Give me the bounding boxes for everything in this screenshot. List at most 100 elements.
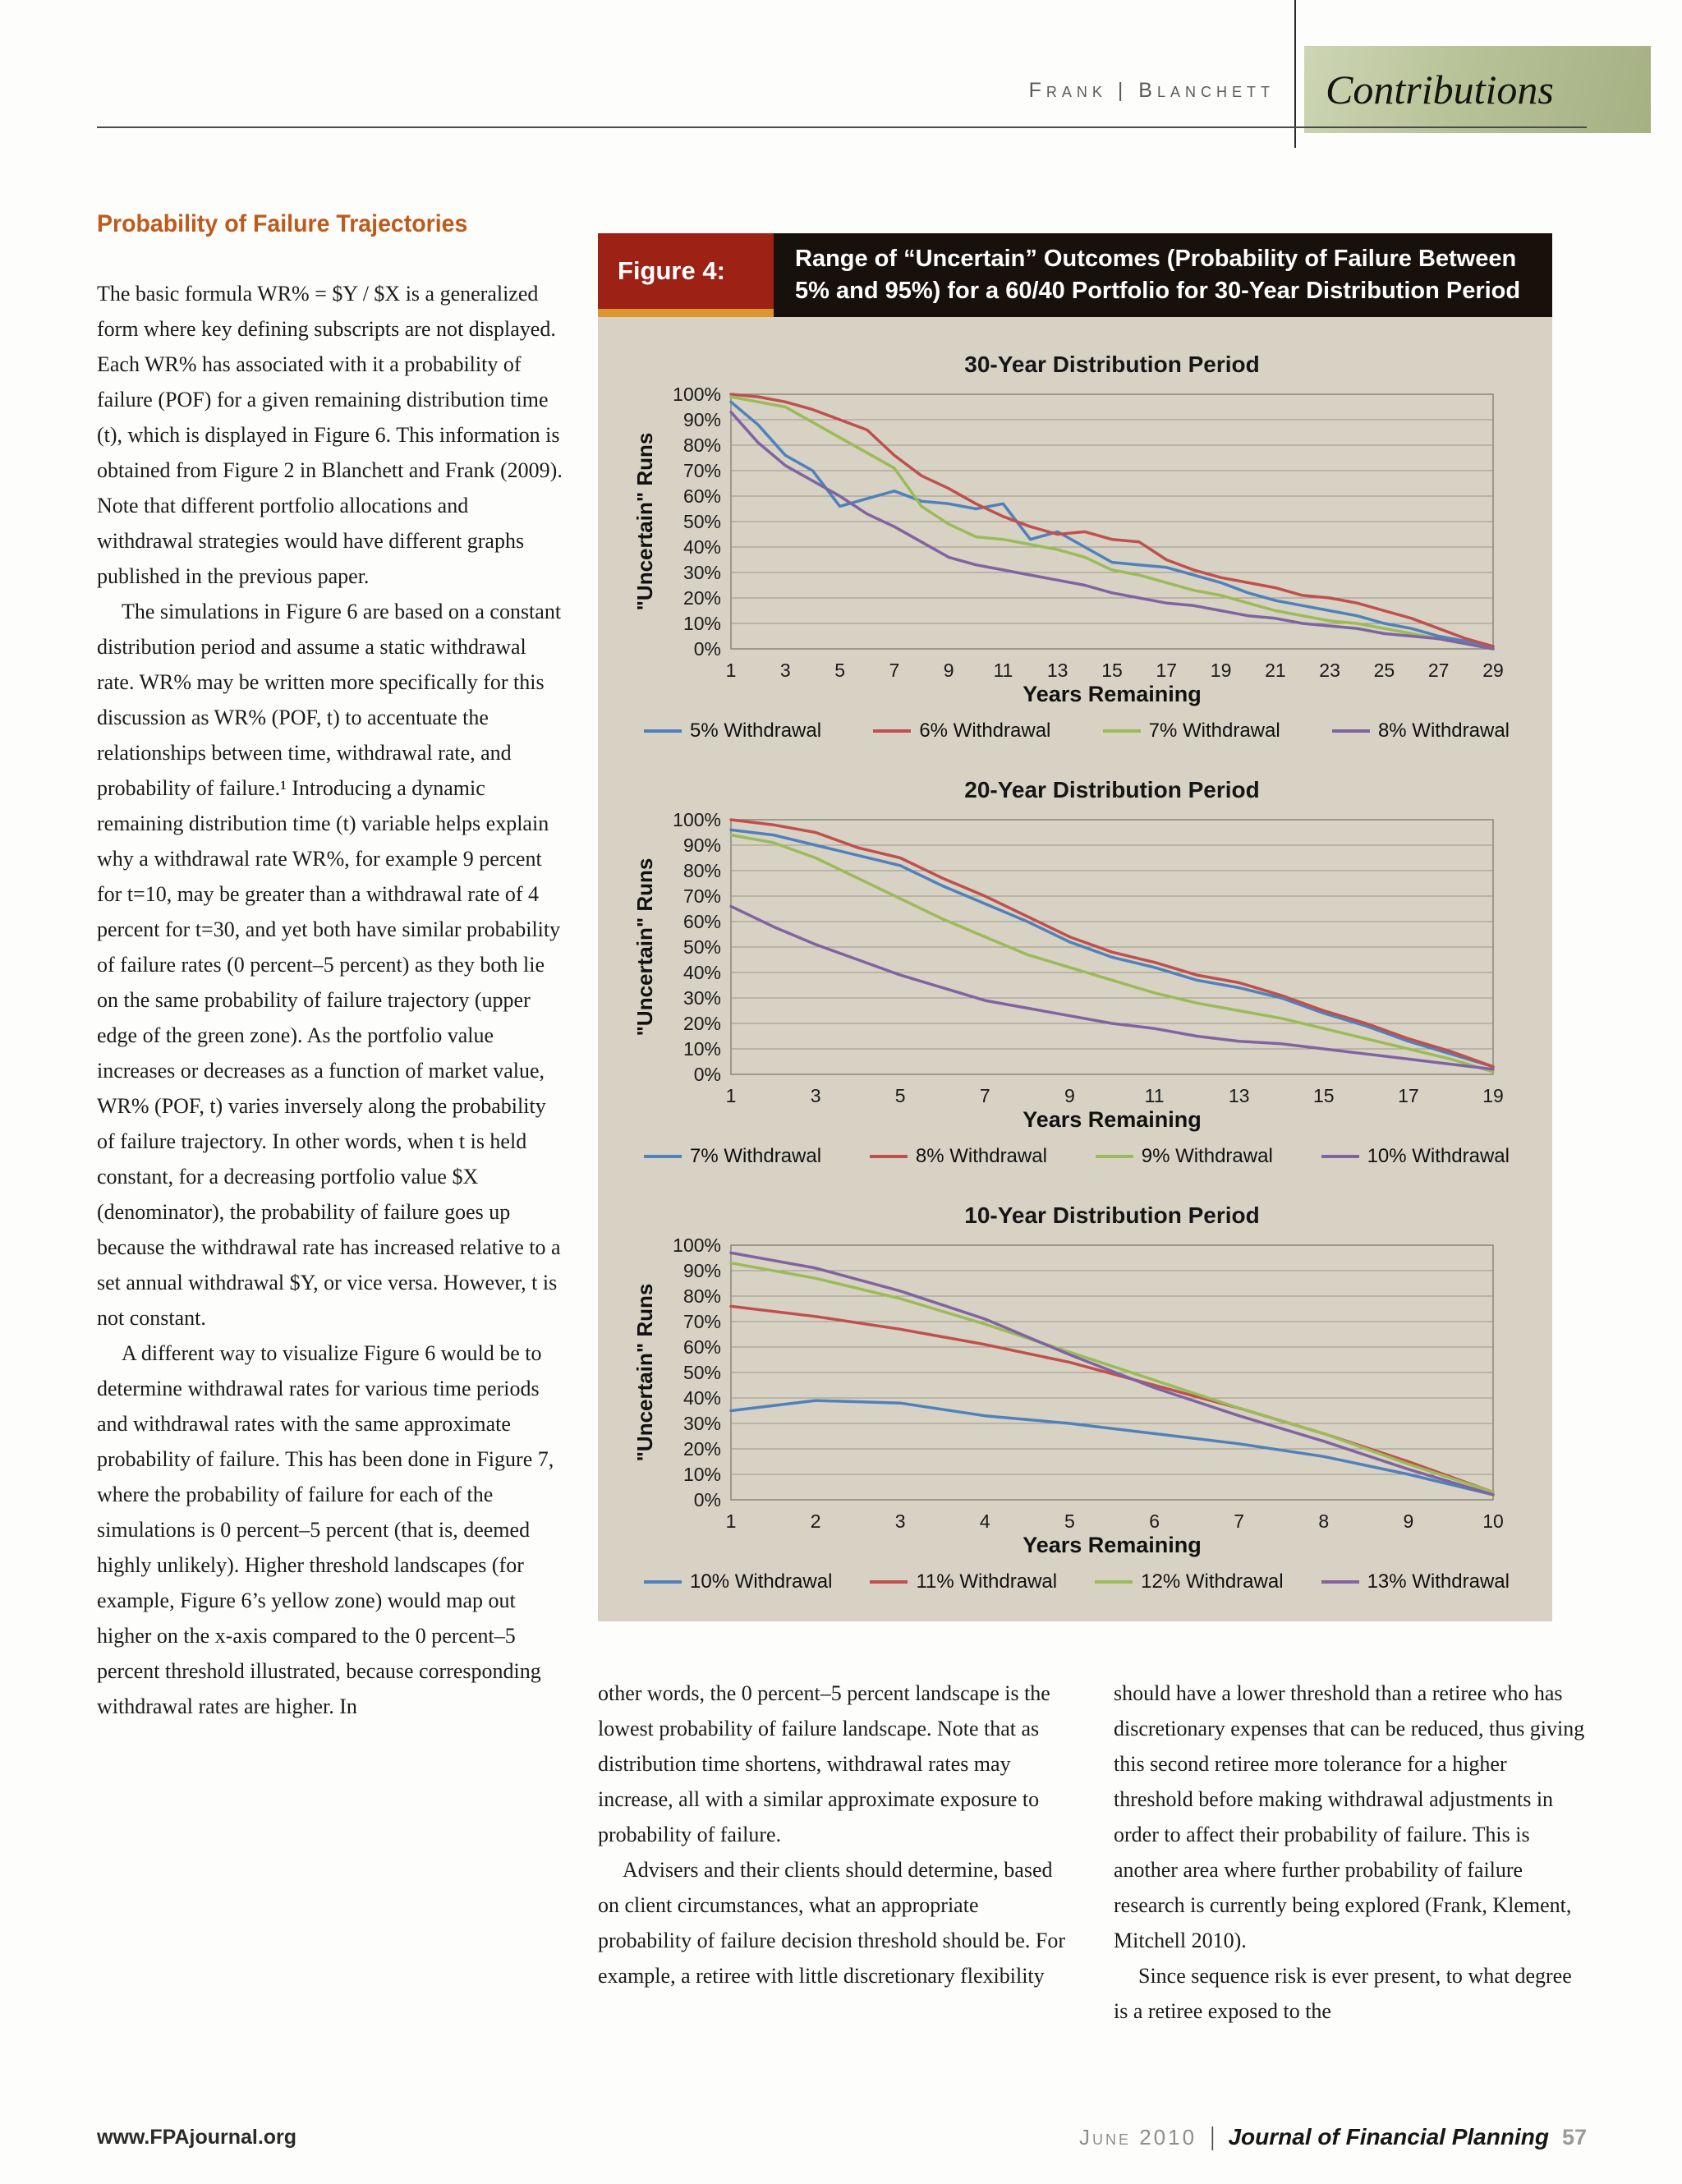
chart-title: 30-Year Distribution Period [964,352,1260,377]
x-tick-label: 8 [1318,1510,1329,1532]
plot-border [730,1244,1494,1501]
x-tick-label: 1 [726,1085,737,1106]
legend-item: 12% Withdrawal [1095,1570,1284,1593]
x-tick-label: 15 [1313,1085,1335,1106]
y-tick-label: 80% [683,860,721,881]
x-tick-label: 29 [1482,660,1504,681]
legend-item: 9% Withdrawal [1095,1145,1273,1168]
legend-item: 11% Withdrawal [870,1570,1057,1593]
x-tick-label: 7 [1234,1510,1244,1532]
legend-label: 7% Withdrawal [1148,720,1280,742]
legend-label: 11% Withdrawal [916,1570,1058,1593]
legend-label: 8% Withdrawal [915,1145,1047,1167]
x-tick-label: 9 [1404,1510,1414,1532]
y-tick-label: 0% [694,1489,721,1510]
x-tick-label: 19 [1482,1085,1504,1106]
y-tick-label: 10% [683,1038,721,1060]
x-tick-label: 2 [811,1510,821,1532]
footer-website: www.FPAjournal.org [97,2126,297,2149]
chart-title: 20-Year Distribution Period [964,777,1260,802]
footer-separator: | [1210,2121,1216,2150]
y-tick-label: 40% [683,536,721,558]
y-tick-label: 20% [683,1013,721,1034]
legend-label: 10% Withdrawal [690,1570,833,1593]
legend-swatch [644,1155,682,1158]
line-chart-10yr: 0% 10% 20% 30% 40% 50% 60% 70% 80% 90% 100% 1 2 3 4 5 6 7… [632,1235,1504,1557]
x-tick-label: 27 [1428,660,1450,681]
left-column: The basic formula WR% = $Y / $X is a gen… [97,276,563,1724]
legend-swatch [1321,1155,1359,1158]
paragraph: Since sequence risk is ever present, to … [1114,1964,1572,2023]
series-line-5-withdrawal [729,400,1495,648]
x-tick-label: 6 [1149,1510,1160,1532]
legend-swatch [644,1580,682,1584]
y-tick-label: 40% [683,1387,721,1409]
x-tick-label: 3 [780,660,791,681]
paragraph: The simulations in Figure 6 are based on… [97,600,562,1330]
series-line-13-withdrawal [729,1251,1495,1497]
paragraph: other words, the 0 percent–5 percent lan… [598,1681,1050,1846]
legend-label: 8% Withdrawal [1377,720,1510,742]
series-line-10-withdrawal [729,904,1495,1071]
legend-item: 10% Withdrawal [644,1570,832,1593]
legend-label: 10% Withdrawal [1367,1145,1510,1167]
x-tick-label: 17 [1156,660,1178,681]
plot-border [730,393,1494,650]
y-axis-title: "Uncertain" Runs [632,433,657,611]
paragraph: A different way to visualize Figure 6 wo… [97,1341,554,1718]
footer-issue-date: June 2010 [1078,2125,1197,2150]
header-divider-line [1294,0,1296,148]
legend-swatch [644,729,682,733]
chart-legend: 7% Withdrawal 8% Withdrawal 9% Withdrawal 1… [644,1145,1510,1168]
figure-header: Figure 4: Range of “Uncertain” Outcomes … [598,233,1552,317]
x-tick-label: 7 [889,660,900,681]
x-tick-label: 7 [980,1085,990,1106]
x-tick-label: 5 [834,660,845,681]
footer-journal-name: Journal of Financial Planning [1228,2124,1549,2150]
y-tick-label: 0% [694,638,721,660]
legend-swatch [873,729,912,733]
x-tick-label: 5 [1064,1510,1075,1532]
y-tick-label: 60% [683,1336,721,1358]
chart-10yr-distribution: 10-Year Distribution Period 0% 10% 20% 30% 4… [631,1202,1521,1593]
paragraph: Advisers and their clients should determ… [598,1858,1066,1988]
figure-label-column: Figure 4: [598,233,774,317]
x-tick-label: 3 [811,1085,821,1106]
x-tick-label: 17 [1398,1085,1419,1106]
figure-label: Figure 4: [598,233,774,309]
x-tick-label: 19 [1211,660,1232,681]
x-tick-label: 13 [1229,1085,1250,1106]
x-axis-title: Years Remaining [1023,1533,1202,1557]
series-line-7-withdrawal [729,828,1495,1069]
legend-item: 7% Withdrawal [1102,720,1280,743]
section-banner: Contributions [1304,46,1651,133]
chart-30yr-distribution: 30-Year Distribution Period 0% 10% 20% 30% 4… [631,352,1521,743]
y-tick-label: 90% [683,835,721,856]
figure-4: Figure 4: Range of “Uncertain” Outcomes … [598,233,1552,1621]
y-tick-label: 70% [683,1311,721,1332]
chart-title: 10-Year Distribution Period [964,1202,1260,1228]
series-line-11-withdrawal [729,1304,1495,1494]
chart-legend: 5% Withdrawal 6% Withdrawal 7% Withdrawal 8… [644,720,1510,743]
legend-label: 6% Withdrawal [919,720,1051,742]
y-tick-label: 80% [683,1285,721,1307]
y-tick-label: 30% [683,562,721,583]
legend-item: 10% Withdrawal [1321,1145,1510,1168]
series-line-7-withdrawal [729,395,1495,651]
chart-legend: 10% Withdrawal 11% Withdrawal 12% Withdraw… [644,1570,1510,1593]
y-axis-title: "Uncertain" Runs [632,1284,657,1462]
x-tick-label: 23 [1319,660,1340,681]
x-tick-label: 9 [1064,1085,1075,1106]
paragraph: should have a lower threshold than a ret… [1114,1681,1585,1952]
legend-item: 6% Withdrawal [873,720,1050,743]
x-tick-label: 15 [1101,660,1123,681]
x-tick-label: 9 [944,660,954,681]
y-tick-label: 20% [683,1438,721,1460]
y-tick-label: 40% [683,962,721,983]
running-head-authors: Frank | Blanchett [1028,79,1275,102]
chart-20yr-distribution: 20-Year Distribution Period 0% 10% 20% 30% 4… [631,777,1521,1168]
legend-label: 5% Withdrawal [690,720,822,742]
footer-page-number: 57 [1561,2125,1587,2150]
x-tick-label: 1 [726,1510,737,1532]
